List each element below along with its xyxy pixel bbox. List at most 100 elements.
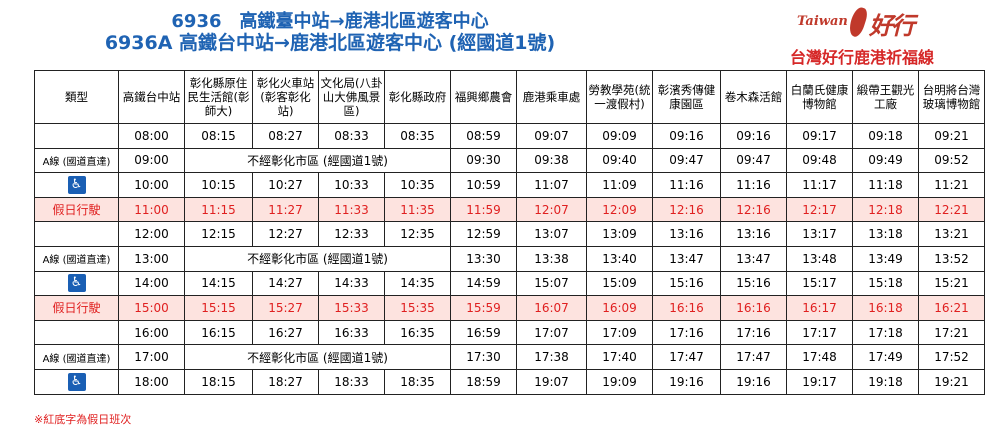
time-cell: 15:33 bbox=[318, 295, 385, 321]
time-cell: 11:17 bbox=[786, 172, 853, 198]
route-name: 台灣好行鹿港祈福線 bbox=[790, 48, 935, 67]
wheelchair-accessible-icon: ♿ bbox=[67, 274, 86, 293]
footnote: ※紅底字為假日班次 bbox=[34, 413, 132, 426]
departure-time: 09:00 bbox=[118, 147, 185, 174]
time-cell: 17:16 bbox=[652, 319, 721, 346]
time-cell: 08:27 bbox=[252, 123, 319, 149]
departure-time: 13:00 bbox=[118, 245, 185, 272]
time-cell: 11:21 bbox=[918, 172, 985, 198]
time-cell: 14:27 bbox=[252, 270, 319, 297]
time-cell: 16:35 bbox=[384, 319, 451, 346]
time-cell: 17:16 bbox=[720, 319, 787, 346]
time-cell: 16:16 bbox=[652, 295, 721, 321]
route-note: 不經彰化市區 (經國道1號) bbox=[184, 147, 451, 174]
time-cell: 15:07 bbox=[516, 270, 587, 297]
time-cell: 10:59 bbox=[450, 172, 517, 198]
time-cell: 09:30 bbox=[450, 147, 517, 174]
time-cell: 15:17 bbox=[786, 270, 853, 297]
time-cell: 08:15 bbox=[184, 123, 253, 149]
time-cell: 11:07 bbox=[516, 172, 587, 198]
time-cell: 10:33 bbox=[318, 172, 385, 198]
time-cell: 15:09 bbox=[586, 270, 653, 297]
timetable-row: A線 (國道直達) 09:00 不經彰化市區 (經國道1號) 09:30 09:38 09… bbox=[34, 147, 985, 174]
time-cell: 14:00 bbox=[118, 270, 185, 297]
time-cell: 09:07 bbox=[516, 123, 587, 149]
column-header-stop: 白蘭氏健康博物館 bbox=[786, 70, 853, 124]
time-cell: 17:47 bbox=[720, 344, 787, 370]
type-cell bbox=[34, 123, 119, 149]
time-cell: 16:00 bbox=[118, 319, 185, 346]
type-cell: A線 (國道直達) bbox=[34, 245, 119, 272]
type-cell: ♿ bbox=[34, 368, 119, 395]
time-cell: 08:59 bbox=[450, 123, 517, 149]
time-cell: 09:52 bbox=[918, 147, 985, 174]
taiwan-tourist-shuttle-logo: Taiwan 好行 bbox=[797, 5, 927, 43]
timetable-row: ♿ 10:00 10:15 10:27 10:33 10:35 10:59 11:07 11:0… bbox=[34, 172, 985, 198]
time-cell: 12:15 bbox=[184, 221, 253, 247]
column-header-stop: 彰化火車站(彰客彰化站) bbox=[252, 70, 319, 124]
time-cell: 15:00 bbox=[118, 295, 185, 321]
time-cell: 12:09 bbox=[586, 196, 653, 223]
time-cell: 11:18 bbox=[852, 172, 919, 198]
time-cell: 17:09 bbox=[586, 319, 653, 346]
time-cell: 13:16 bbox=[720, 221, 787, 247]
time-cell: 18:00 bbox=[118, 368, 185, 395]
logo-char: 好行 bbox=[869, 11, 915, 40]
column-header-stop: 彰化縣政府 bbox=[384, 70, 451, 124]
time-cell: 12:33 bbox=[318, 221, 385, 247]
time-cell: 17:18 bbox=[852, 319, 919, 346]
time-cell: 15:18 bbox=[852, 270, 919, 297]
time-cell: 13:17 bbox=[786, 221, 853, 247]
timetable-row: ♿ 14:00 14:15 14:27 14:33 14:35 14:59 15:07 15:0… bbox=[34, 270, 985, 297]
time-cell: 17:47 bbox=[652, 344, 721, 370]
time-cell: 09:16 bbox=[652, 123, 721, 149]
time-cell: 17:48 bbox=[786, 344, 853, 370]
column-header-stop: 彰化縣原住民生活館(彰師大) bbox=[184, 70, 253, 124]
timetable-row: ♿ 18:00 18:15 18:27 18:33 18:35 18:59 19:07 19:0… bbox=[34, 368, 985, 395]
column-header-stop: 文化局(八卦山大佛風景區) bbox=[318, 70, 385, 124]
time-cell: 12:00 bbox=[118, 221, 185, 247]
timetable-body: 08:00 08:15 08:27 08:33 08:35 08:59 09:07 09:09… bbox=[34, 123, 985, 395]
time-cell: 17:17 bbox=[786, 319, 853, 346]
time-cell: 19:07 bbox=[516, 368, 587, 395]
time-cell: 13:09 bbox=[586, 221, 653, 247]
page-title-line1: 6936 高鐵臺中站→鹿港北區遊客中心 bbox=[171, 11, 489, 32]
time-cell: 11:59 bbox=[450, 196, 517, 223]
time-cell: 16:59 bbox=[450, 319, 517, 346]
time-cell: 13:30 bbox=[450, 245, 517, 272]
time-cell: 16:09 bbox=[586, 295, 653, 321]
time-cell: 12:21 bbox=[918, 196, 985, 223]
time-cell: 11:35 bbox=[384, 196, 451, 223]
time-cell: 12:17 bbox=[786, 196, 853, 223]
time-cell: 19:17 bbox=[786, 368, 853, 395]
time-cell: 09:47 bbox=[652, 147, 721, 174]
time-cell: 19:16 bbox=[652, 368, 721, 395]
type-cell: A線 (國道直達) bbox=[34, 147, 119, 174]
timetable-header: 類型 高鐵台中站 彰化縣原住民生活館(彰師大) 彰化火車站(彰客彰化站) 文化局(八卦山… bbox=[34, 70, 985, 124]
time-cell: 17:49 bbox=[852, 344, 919, 370]
time-cell: 11:00 bbox=[118, 196, 185, 223]
time-cell: 12:35 bbox=[384, 221, 451, 247]
wheelchair-accessible-icon: ♿ bbox=[67, 175, 86, 194]
time-cell: 15:16 bbox=[720, 270, 787, 297]
time-cell: 15:21 bbox=[918, 270, 985, 297]
time-cell: 18:15 bbox=[184, 368, 253, 395]
column-header-stop: 勞教學苑(統一渡假村) bbox=[586, 70, 653, 124]
wheelchair-accessible-icon: ♿ bbox=[67, 372, 86, 391]
time-cell: 11:33 bbox=[318, 196, 385, 223]
time-cell: 17:07 bbox=[516, 319, 587, 346]
time-cell: 19:16 bbox=[720, 368, 787, 395]
type-cell: 假日行駛 bbox=[34, 196, 119, 223]
time-cell: 08:00 bbox=[118, 123, 185, 149]
time-cell: 12:18 bbox=[852, 196, 919, 223]
time-cell: 16:16 bbox=[720, 295, 787, 321]
time-cell: 12:27 bbox=[252, 221, 319, 247]
time-cell: 15:35 bbox=[384, 295, 451, 321]
time-cell: 17:30 bbox=[450, 344, 517, 370]
time-cell: 13:18 bbox=[852, 221, 919, 247]
time-cell: 17:38 bbox=[516, 344, 587, 370]
column-header-stop: 緞帶王觀光工廠 bbox=[852, 70, 919, 124]
time-cell: 13:49 bbox=[852, 245, 919, 272]
timetable-row: 16:00 16:15 16:27 16:33 16:35 16:59 17:07 17:09… bbox=[34, 319, 985, 346]
time-cell: 12:16 bbox=[720, 196, 787, 223]
